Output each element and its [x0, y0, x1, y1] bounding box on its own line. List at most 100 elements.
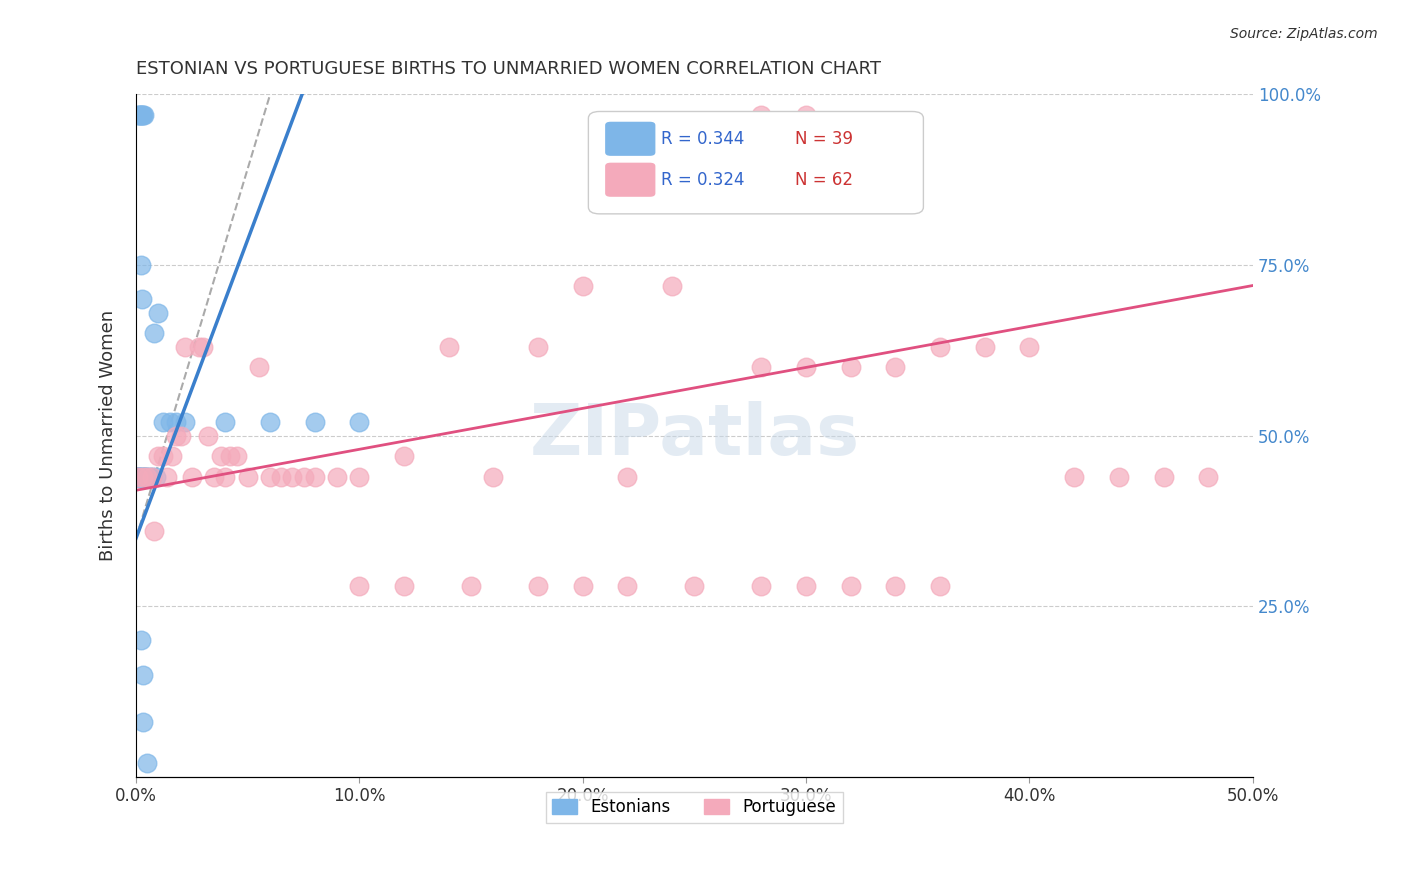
Point	[482, 469, 505, 483]
Point	[1063, 469, 1085, 483]
Point	[839, 360, 862, 375]
Point	[156, 469, 179, 483]
Point	[129, 258, 152, 272]
Point	[527, 579, 550, 593]
Text: N = 62: N = 62	[794, 170, 853, 189]
Point	[127, 469, 149, 483]
Point	[127, 108, 149, 122]
Point	[1018, 340, 1040, 354]
Point	[527, 340, 550, 354]
Legend: Estonians, Portuguese: Estonians, Portuguese	[546, 792, 844, 823]
Point	[187, 340, 209, 354]
Point	[132, 469, 155, 483]
Text: Source: ZipAtlas.com: Source: ZipAtlas.com	[1230, 27, 1378, 41]
Point	[1197, 469, 1219, 483]
Point	[839, 579, 862, 593]
Point	[349, 469, 371, 483]
Text: R = 0.324: R = 0.324	[661, 170, 744, 189]
Point	[214, 415, 236, 429]
Point	[128, 469, 150, 483]
Point	[209, 449, 232, 463]
Point	[349, 415, 371, 429]
Point	[134, 469, 156, 483]
Point	[794, 360, 817, 375]
Point	[136, 756, 159, 771]
Point	[129, 469, 152, 483]
Point	[973, 340, 995, 354]
Point	[304, 415, 326, 429]
Point	[616, 469, 638, 483]
Point	[884, 579, 907, 593]
Point	[143, 326, 166, 341]
Point	[929, 340, 952, 354]
Point	[304, 469, 326, 483]
Point	[460, 579, 482, 593]
Point	[160, 449, 183, 463]
Point	[138, 469, 160, 483]
Point	[128, 469, 150, 483]
Y-axis label: Births to Unmarried Women: Births to Unmarried Women	[100, 310, 117, 561]
Point	[751, 360, 773, 375]
Point	[751, 108, 773, 122]
Text: N = 39: N = 39	[794, 130, 853, 148]
Point	[148, 449, 170, 463]
Point	[132, 108, 155, 122]
Point	[136, 469, 159, 483]
Point	[292, 469, 315, 483]
Point	[128, 108, 150, 122]
Point	[127, 469, 149, 483]
Point	[225, 449, 247, 463]
Point	[326, 469, 349, 483]
Point	[751, 579, 773, 593]
Point	[884, 360, 907, 375]
Point	[132, 108, 155, 122]
Text: R = 0.344: R = 0.344	[661, 130, 744, 148]
Point	[683, 579, 706, 593]
Point	[132, 667, 155, 681]
Text: ESTONIAN VS PORTUGUESE BIRTHS TO UNMARRIED WOMEN CORRELATION CHART: ESTONIAN VS PORTUGUESE BIRTHS TO UNMARRI…	[136, 60, 882, 78]
Point	[616, 579, 638, 593]
Point	[165, 415, 187, 429]
Point	[131, 469, 153, 483]
Point	[181, 469, 204, 483]
Point	[135, 469, 157, 483]
Text: ZIPatlas: ZIPatlas	[530, 401, 859, 470]
Point	[259, 469, 281, 483]
Point	[129, 633, 152, 648]
Point	[152, 415, 174, 429]
Point	[281, 469, 304, 483]
FancyBboxPatch shape	[605, 121, 655, 156]
Point	[661, 278, 683, 293]
Point	[794, 108, 817, 122]
Point	[219, 449, 242, 463]
Point	[148, 306, 170, 320]
Point	[145, 469, 167, 483]
Point	[143, 524, 166, 539]
FancyBboxPatch shape	[605, 162, 655, 197]
Point	[127, 469, 149, 483]
Point	[349, 579, 371, 593]
Point	[131, 108, 153, 122]
Point	[152, 449, 174, 463]
Point	[247, 360, 270, 375]
Point	[128, 108, 150, 122]
Point	[392, 449, 415, 463]
Point	[131, 292, 153, 306]
Point	[572, 278, 595, 293]
Point	[259, 415, 281, 429]
Point	[174, 415, 197, 429]
Point	[170, 428, 193, 442]
Point	[132, 469, 155, 483]
Point	[165, 428, 187, 442]
Point	[132, 469, 155, 483]
Point	[159, 415, 181, 429]
Point	[929, 579, 952, 593]
Point	[236, 469, 259, 483]
Point	[136, 469, 159, 483]
Point	[392, 579, 415, 593]
Point	[794, 579, 817, 593]
Point	[270, 469, 292, 483]
Point	[437, 340, 460, 354]
Point	[174, 340, 197, 354]
Point	[191, 340, 214, 354]
